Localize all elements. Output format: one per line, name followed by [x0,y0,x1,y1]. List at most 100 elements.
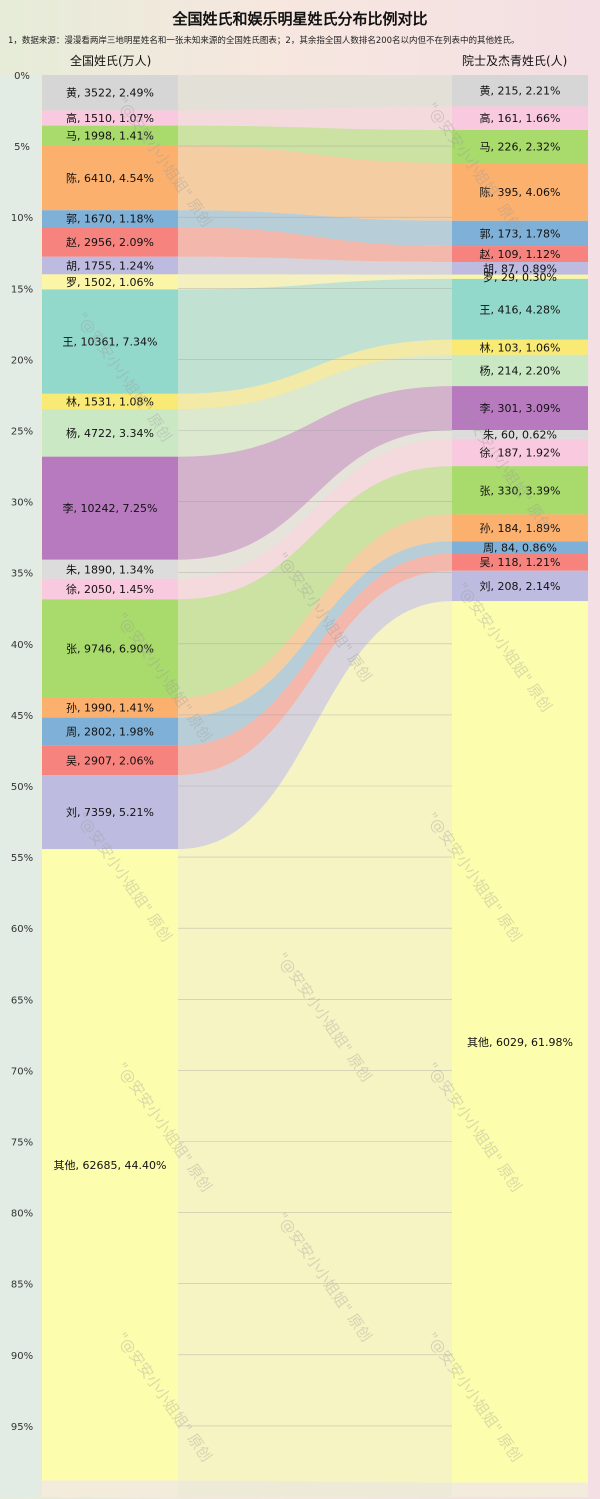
left-node-label-20: 其他, 62685, 44.40% [54,1159,167,1172]
right-node-label-14: 徐, 187, 1.92% [480,446,561,460]
left-node-label-14: 徐, 2050, 1.45% [66,582,154,596]
right-node-label-19: 刘, 208, 2.14% [480,580,561,593]
right-node-13 [452,430,588,439]
flow-8 [178,274,452,290]
flow-1 [178,75,452,111]
right-node-label-11: 杨, 214, 2.20% [480,363,561,377]
left-node-label-10: 林, 1531, 1.08% [66,394,154,408]
flow-3 [178,125,452,164]
y-tick-label-10: 50% [11,782,33,793]
right-node-label-10: 林, 103, 1.06% [480,340,561,354]
y-tick-label-5: 25% [11,427,33,438]
left-node-13 [42,559,178,579]
left-node-20 [42,849,178,1481]
right-node-label-13: 朱, 60, 0.62% [483,428,557,441]
right-node-15 [452,466,588,515]
right-node-5 [452,220,588,247]
left-node-11 [42,409,178,457]
y-axis: 0% 5% 10% 15% 20% 25% 30% 35% 40% 45% 50% 55% 60% 65%… [11,71,33,1433]
right-node-9 [452,278,588,340]
right-node-6 [452,246,588,262]
right-node-12 [452,386,588,431]
y-tick-label-0: 0% [14,71,30,82]
y-tick-label-8: 40% [11,640,33,651]
left-node-9 [42,289,178,394]
right-node-label-15: 张, 330, 3.39% [480,484,561,497]
flow-6 [178,227,452,262]
y-tick-label-6: 30% [11,498,33,509]
left-node-8 [42,274,178,290]
left-node-5 [42,210,178,228]
y-tick-label-11: 55% [11,853,33,864]
y-tick-label-17: 85% [11,1280,33,1291]
right-node-17 [452,541,588,554]
right-node-label-12: 李, 301, 3.09% [480,401,561,415]
left-node-label-13: 朱, 1890, 1.34% [66,563,154,576]
y-tick-label-1: 5% [14,142,30,153]
left-node-label-12: 李, 10242, 7.25% [63,501,158,515]
left-node-7 [42,256,178,275]
right-node-label-1: 黄, 215, 2.21% [480,84,561,98]
axis-panel [0,75,40,1497]
left-node-10 [42,393,178,410]
y-tick-label-9: 45% [11,711,33,722]
left-node-label-8: 罗, 1502, 1.06% [66,276,154,289]
right-node-label-3: 马, 226, 2.32% [480,141,561,154]
right-node-18 [452,553,588,571]
y-tick-label-13: 65% [11,995,33,1006]
right-nodes: 黄, 215, 2.21% 高, 161, 1.66% 马, 226, 2.32% 陈… [452,75,588,1483]
left-node-label-11: 杨, 4722, 3.34% [66,426,154,440]
right-node-11 [452,354,588,387]
right-node-19 [452,570,588,602]
left-node-label-6: 赵, 2956, 2.09% [66,235,154,249]
right-node-14 [452,438,588,467]
y-tick-label-18: 90% [11,1351,33,1362]
right-node-3 [452,130,588,164]
y-tick-label-14: 70% [11,1066,33,1077]
right-node-1 [452,75,588,107]
right-node-4 [452,163,588,221]
right-node-label-4: 陈, 395, 4.06% [480,185,561,199]
left-node-label-17: 周, 2802, 1.98% [66,726,154,739]
right-node-7 [452,261,588,275]
y-tick-label-3: 15% [11,284,33,295]
left-node-label-18: 吴, 2907, 2.06% [66,754,154,767]
left-node-19 [42,775,178,850]
flow-13 [178,430,452,579]
flow-19 [178,570,452,850]
right-node-label-7: 胡, 87, 0.89% [483,261,557,275]
y-tick-label-16: 80% [11,1209,33,1220]
right-node-label-5: 郭, 173, 1.78% [480,227,561,240]
left-node-12 [42,456,178,560]
flow-9 [178,278,452,394]
right-node-label-18: 吴, 118, 1.21% [480,556,561,569]
left-node-label-9: 王, 10361, 7.34% [63,336,158,349]
flow-18 [178,553,452,776]
left-column-header: 全国姓氏(万人) [70,54,152,68]
right-node-10 [452,339,588,355]
left-node-label-1: 黄, 3522, 2.49% [66,86,154,100]
left-node-label-16: 孙, 1990, 1.41% [66,702,154,715]
flow-10 [178,339,452,410]
right-node-16 [452,514,588,542]
left-node-16 [42,697,178,718]
y-tick-label-2: 10% [11,213,33,224]
flow-14 [178,438,452,600]
left-node-3 [42,125,178,146]
y-tick-label-4: 20% [11,355,33,366]
left-node-1 [42,75,178,111]
right-node-20 [452,601,588,1483]
left-node-15 [42,599,178,698]
y-tick-label-19: 95% [11,1422,33,1433]
flow-15 [178,466,452,698]
right-node-label-17: 周, 84, 0.86% [483,541,557,554]
flow-2 [178,106,452,131]
y-tick-label-15: 75% [11,1138,33,1149]
left-node-6 [42,227,178,257]
left-node-label-2: 高, 1510, 1.07% [66,111,154,125]
left-node-2 [42,110,178,126]
flow-4 [178,145,452,221]
right-column-header: 院士及杰青姓氏(人) [462,54,568,68]
left-node-18 [42,745,178,776]
